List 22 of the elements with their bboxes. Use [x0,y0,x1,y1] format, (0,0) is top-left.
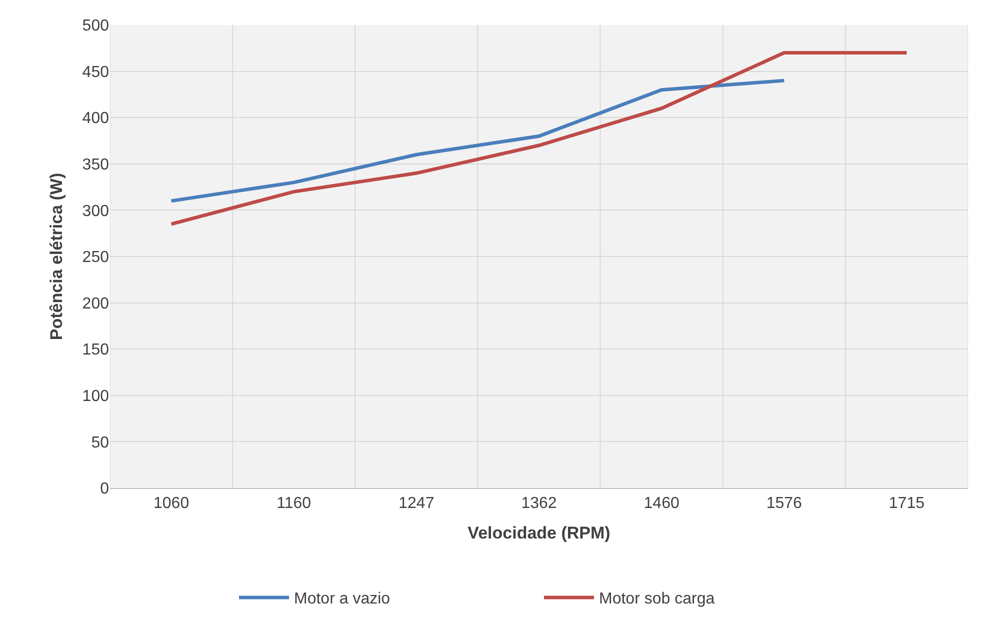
x-tick-label: 1576 [766,495,802,512]
y-tick-label: 300 [82,202,110,220]
x-axis-title: Velocidade (RPM) [468,524,610,543]
y-tick-label: 0 [100,480,110,498]
y-tick-label: 50 [91,434,110,452]
y-tick-label: 350 [82,156,110,174]
x-tick-label: 1362 [521,495,557,512]
y-tick-label: 150 [82,342,110,359]
x-tick-label: 1060 [153,495,190,512]
x-tick-label: 1160 [276,495,312,512]
y-tick-label: 250 [82,249,110,266]
x-tick-label: 1460 [644,495,680,512]
y-tick-label: 500 [82,18,110,35]
y-axis-title: Potência elétrica (W) [46,172,66,340]
y-tick-label: 200 [82,295,110,312]
x-tick-label: 1715 [888,495,925,512]
x-tick-label: 1247 [398,495,434,512]
y-tick-label: 400 [82,110,110,128]
y-tick-label: 450 [82,64,110,81]
line-series [170,51,908,226]
y-tick-label: 100 [82,388,110,405]
line-series [170,78,786,203]
